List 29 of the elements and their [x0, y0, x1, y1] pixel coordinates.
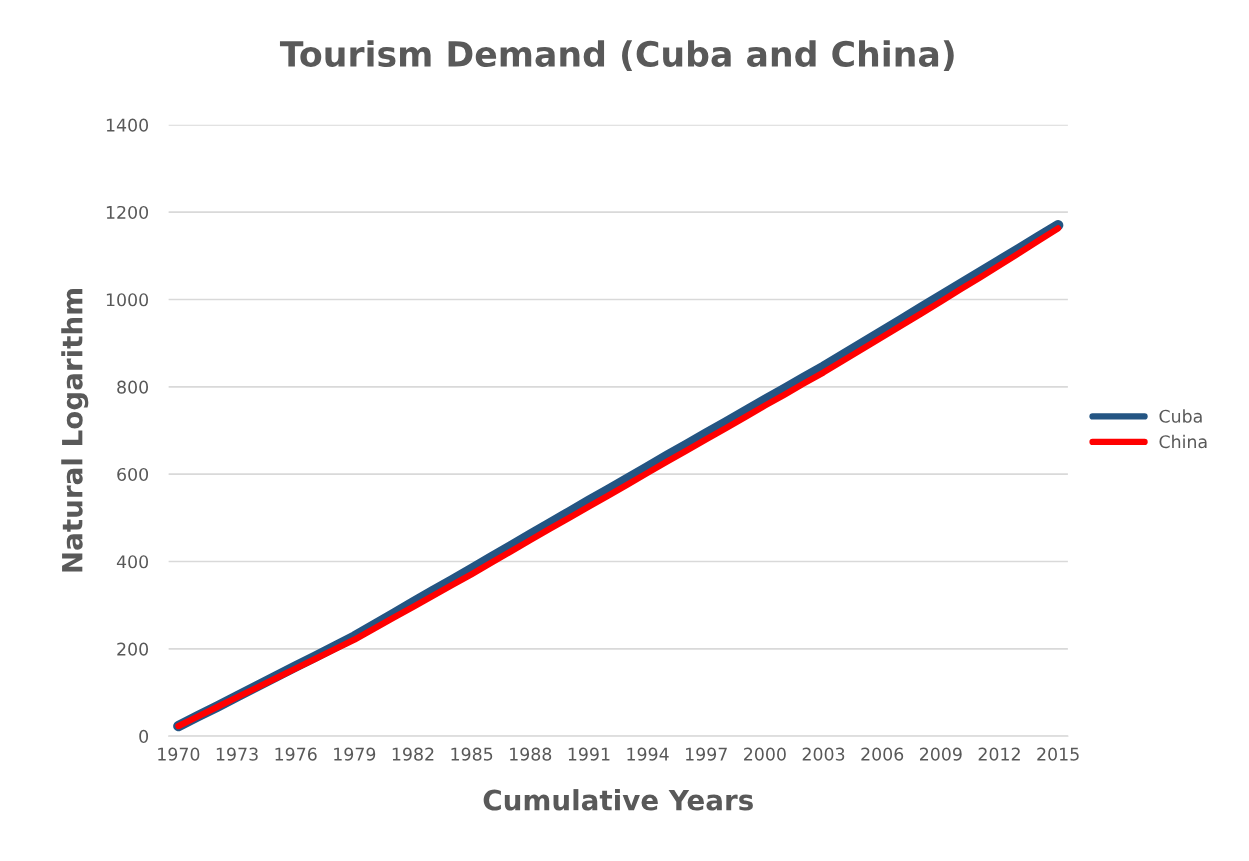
x-tick-label: 2006 — [861, 747, 904, 761]
x-tick-label: 1979 — [334, 747, 376, 761]
y-tick-label: 1200 — [106, 205, 149, 220]
x-tick-label: 2015 — [1037, 747, 1079, 761]
y-tick-label: 400 — [116, 555, 149, 569]
y-tick-label: 200 — [117, 642, 149, 656]
x-tick-label: 1982 — [392, 747, 434, 761]
y-tick-label: 600 — [117, 467, 149, 482]
chart-title: Tourism Demand (Cuba and China) — [279, 40, 954, 72]
x-axis-title: Cumulative Years — [483, 789, 753, 811]
x-tick-label: 1991 — [568, 747, 610, 761]
x-tick-label: 1994 — [627, 747, 669, 761]
x-tick-label: 2003 — [802, 747, 845, 761]
x-tick-label: 1973 — [216, 747, 258, 761]
x-tick-label: 1970 — [158, 747, 200, 761]
y-axis-title: Natural Logarithm — [61, 289, 89, 572]
x-tick-label: 2012 — [978, 747, 1020, 761]
y-tick-label: 800 — [117, 380, 149, 394]
y-tick-label: 0 — [139, 729, 149, 743]
legend-label: China — [1159, 434, 1207, 449]
x-tick-label: 2009 — [920, 747, 962, 761]
x-tick-label: 1985 — [451, 747, 493, 761]
y-tick-label: 1000 — [106, 293, 149, 307]
legend-label: Cuba — [1159, 409, 1202, 423]
x-tick-label: 1976 — [275, 747, 317, 761]
x-tick-label: 1988 — [510, 747, 552, 761]
y-tick-label: 1400 — [106, 118, 149, 132]
x-tick-label: 1997 — [686, 747, 727, 761]
x-tick-label: 2000 — [744, 747, 786, 761]
